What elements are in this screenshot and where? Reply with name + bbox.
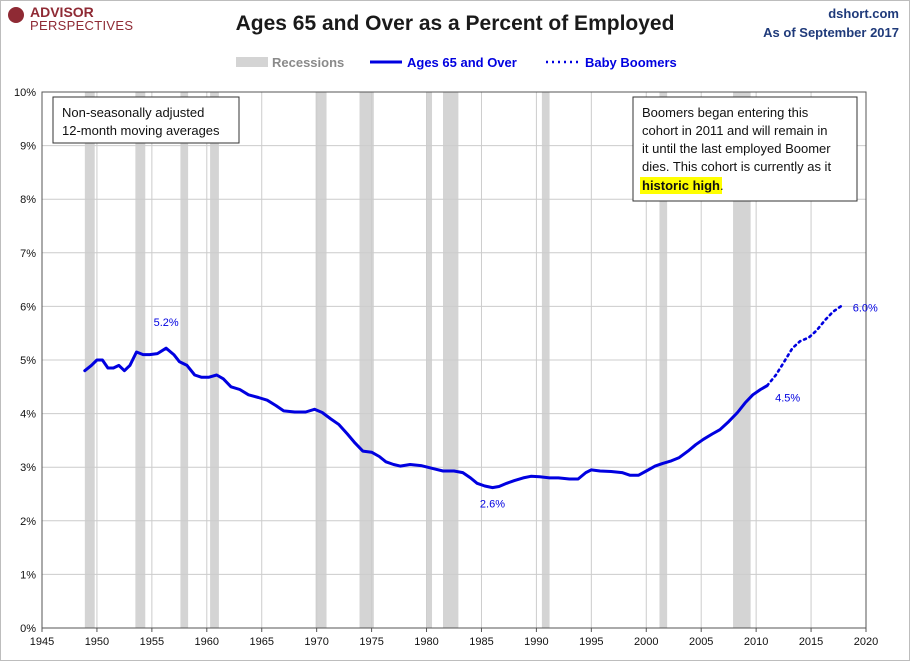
x-tick-label: 1960 <box>195 636 219 648</box>
note-box-left: Non-seasonally adjusted 12-month moving … <box>52 96 240 144</box>
y-tick-label: 0% <box>20 623 36 635</box>
x-tick-label: 2020 <box>854 636 878 648</box>
legend-recessions-label: Recessions <box>272 55 344 70</box>
x-tick-label: 1980 <box>414 636 438 648</box>
baby-boomers-line <box>765 305 842 387</box>
legend-ages-label: Ages 65 and Over <box>407 55 517 70</box>
x-tick-label: 1995 <box>579 636 603 648</box>
value-label: 5.2% <box>154 317 179 329</box>
legend-recession-swatch <box>236 57 268 67</box>
axis-labels: 0% 1% 2% 3% 4% 5% 6% 7% 8% 9% 10% 1945 1950 1955 1960 1… <box>14 87 878 648</box>
x-tick-label: 2010 <box>744 636 768 648</box>
note-left-line-1: Non-seasonally adjusted <box>62 105 204 120</box>
highlight-marker <box>640 177 722 194</box>
ages-65-over-line <box>83 346 769 490</box>
highlight-period: . <box>720 178 724 193</box>
highlight-text: historic high <box>642 178 720 193</box>
x-tick-label: 1965 <box>249 636 273 648</box>
x-tick-label: 2005 <box>689 636 713 648</box>
note-right-line-1: Boomers began entering this <box>642 105 809 120</box>
note-right-line-3: it until the last employed Boomer <box>642 141 831 156</box>
note-right-line-2: cohort in 2011 and will remain in <box>642 123 827 138</box>
y-tick-label: 5% <box>20 355 36 367</box>
x-tick-label: 1990 <box>524 636 548 648</box>
x-tick-label: 1985 <box>469 636 493 648</box>
value-label: 4.5% <box>775 393 800 405</box>
x-tick-label: 1945 <box>30 636 54 648</box>
x-tick-label: 1955 <box>140 636 164 648</box>
y-tick-label: 10% <box>14 87 36 99</box>
y-tick-label: 7% <box>20 248 36 260</box>
x-tick-label: 1970 <box>304 636 328 648</box>
x-tick-label: 1950 <box>85 636 109 648</box>
logo-line-1: ADVISOR <box>30 4 94 20</box>
note-left-line-2: 12-month moving averages <box>62 123 220 138</box>
x-tick-label: 2000 <box>634 636 658 648</box>
x-tick-label: 1975 <box>359 636 383 648</box>
plot-area-border <box>41 91 867 629</box>
legend-boomers-label: Baby Boomers <box>585 55 677 70</box>
value-label: 2.6% <box>480 499 505 511</box>
source-label: dshort.com <box>828 6 899 21</box>
y-tick-label: 8% <box>20 194 36 206</box>
chart-title: Ages 65 and Over as a Percent of Employe… <box>235 12 675 35</box>
as-of-date: As of September 2017 <box>763 25 899 40</box>
y-tick-label: 2% <box>20 516 36 528</box>
data-annotations: 5.2% 2.6% 4.5% 6.0% <box>154 302 878 510</box>
value-label: 6.0% <box>853 302 878 314</box>
legend: Recessions Ages 65 and Over Baby Boomers <box>236 55 677 70</box>
note-box-right: Boomers began entering this cohort in 20… <box>632 96 858 202</box>
y-tick-label: 1% <box>20 569 36 581</box>
logo-line-2: PERSPECTIVES <box>30 18 134 33</box>
note-right-line-4: dies. This cohort is currently as it <box>642 159 831 174</box>
y-tick-label: 6% <box>20 301 36 313</box>
logo-mark-icon <box>8 7 24 23</box>
y-tick-label: 9% <box>20 141 36 153</box>
note-right-highlight: historic high. <box>642 178 724 193</box>
y-tick-label: 3% <box>20 462 36 474</box>
y-tick-label: 4% <box>20 409 36 421</box>
x-tick-label: 2015 <box>799 636 823 648</box>
series-lines <box>83 305 842 490</box>
